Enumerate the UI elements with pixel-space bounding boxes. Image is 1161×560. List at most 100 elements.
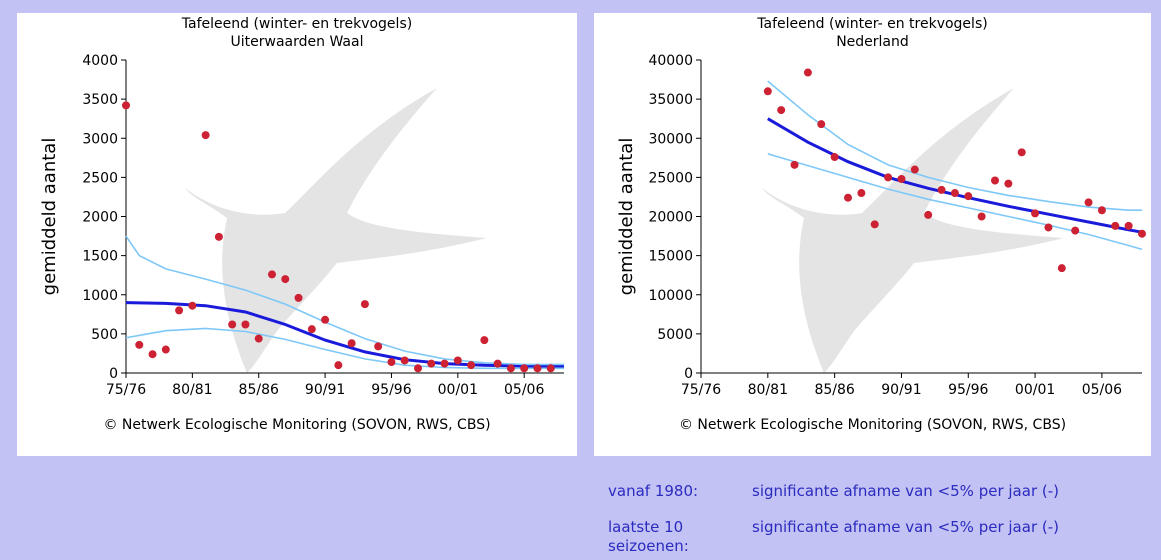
data-point [453, 356, 462, 365]
chart-panel-nederland: 0 5000 10000 15000 20000 25000 30000 35000 40000… [594, 13, 1151, 456]
chart-subtitle: Nederland [836, 34, 909, 50]
data-point [977, 212, 986, 221]
chart-title: Tafeleend (winter- en trekvogels) [757, 16, 988, 32]
data-point [161, 345, 170, 354]
y-tick-label: 4000 [82, 53, 118, 69]
data-point [884, 173, 893, 182]
chart-nederland: 0 5000 10000 15000 20000 25000 30000 35000 40000… [616, 53, 1146, 398]
y-tick-label: 1500 [82, 249, 118, 265]
data-point [321, 315, 330, 324]
chart-subtitle: Uiterwaarden Waal [230, 34, 364, 50]
trend-label-1980: vanaf 1980: [608, 482, 699, 500]
data-point [307, 325, 316, 334]
data-point [188, 301, 197, 310]
data-point [347, 339, 356, 348]
data-point [950, 189, 959, 198]
data-point [122, 101, 130, 110]
data-point [830, 153, 839, 162]
data-point [1031, 209, 1040, 218]
chart-credit: © Netwerk Ecologische Monitoring (SOVON,… [103, 417, 491, 433]
y-tick-label: 500 [91, 327, 118, 343]
y-tick-label: 0 [684, 366, 693, 382]
swallow-watermark [185, 88, 487, 373]
data-point [897, 174, 906, 183]
data-point [201, 131, 210, 140]
y-tick-label: 30000 [648, 131, 693, 147]
data-point [844, 193, 852, 202]
data-point [281, 275, 290, 284]
data-point [857, 189, 866, 198]
data-point [924, 210, 933, 219]
y-tick-label: 2500 [82, 170, 118, 186]
trend-value-last10: significante afname van <5% per jaar (-) [752, 518, 1059, 536]
y-tick-label: 2000 [82, 210, 118, 226]
data-point [135, 340, 144, 349]
data-point [520, 364, 529, 373]
data-point [803, 68, 812, 77]
data-point [964, 192, 973, 201]
data-point [1084, 198, 1093, 207]
data-point [175, 306, 184, 315]
y-tick-label: 25000 [648, 170, 693, 186]
data-point [1017, 148, 1026, 157]
confidence-line-lower [767, 153, 1143, 251]
x-tick-label: 85/86 [814, 382, 854, 398]
trend-label-last10: laatste 10 seizoenen: [608, 518, 689, 555]
y-tick-label: 40000 [648, 53, 693, 69]
data-point [790, 160, 799, 169]
y-tick-label: 0 [109, 366, 118, 382]
chart-title: Tafeleend (winter- en trekvogels) [181, 16, 413, 32]
chart-credit: © Netwerk Ecologische Monitoring (SOVON,… [678, 417, 1067, 433]
data-point [1124, 221, 1133, 230]
data-point [1057, 264, 1066, 273]
data-point [414, 364, 422, 373]
confidence-line-lower [125, 327, 564, 370]
data-point [533, 364, 542, 373]
data-point [937, 185, 946, 194]
data-point [254, 334, 263, 343]
data-point [506, 364, 515, 373]
data-point [1071, 226, 1080, 235]
data-point [467, 361, 476, 370]
data-point [493, 359, 502, 368]
x-tick-label: 75/76 [106, 382, 146, 398]
data-point [228, 320, 237, 329]
data-point [1044, 223, 1053, 232]
x-tick-label: 05/06 [504, 382, 544, 398]
y-tick-label: 3000 [82, 131, 118, 147]
y-axis-title: gemiddeld aantal [39, 138, 60, 296]
data-point [148, 350, 157, 359]
data-point [360, 300, 369, 309]
x-tick-label: 90/91 [881, 382, 921, 398]
data-point [546, 364, 555, 373]
data-point [387, 358, 396, 367]
trend-line [125, 301, 565, 368]
y-tick-label: 10000 [648, 288, 693, 304]
trend-value-1980: significante afname van <5% per jaar (-) [752, 482, 1059, 500]
x-tick-label: 95/96 [371, 382, 411, 398]
x-tick-label: 80/81 [172, 382, 212, 398]
data-point [1097, 206, 1106, 215]
data-point [400, 356, 409, 365]
swallow-watermark [762, 88, 1064, 373]
y-axis-title: gemiddeld aantal [616, 138, 637, 296]
data-point [480, 336, 489, 345]
y-tick-label: 1000 [82, 288, 118, 304]
data-point [334, 361, 343, 370]
x-tick-label: 85/86 [239, 382, 279, 398]
data-point [427, 359, 436, 368]
x-tick-label: 05/06 [1082, 382, 1122, 398]
y-tick-label: 3500 [82, 92, 118, 108]
data-point [268, 270, 276, 279]
y-tick-label: 20000 [648, 210, 693, 226]
y-tick-label: 15000 [648, 249, 693, 265]
chart-waal: 0 500 1000 1500 2000 2500 3000 3500 4000 75/76 80/… [39, 53, 565, 398]
data-point [241, 320, 250, 329]
x-tick-label: 80/81 [748, 382, 788, 398]
data-point [777, 106, 786, 115]
y-tick-label: 35000 [648, 92, 693, 108]
x-tick-label: 95/96 [948, 382, 988, 398]
chart-panel-waal: 0 500 1000 1500 2000 2500 3000 3500 4000 75/76 80/… [17, 13, 577, 456]
x-tick-label: 00/01 [1015, 382, 1055, 398]
data-point [294, 293, 303, 302]
